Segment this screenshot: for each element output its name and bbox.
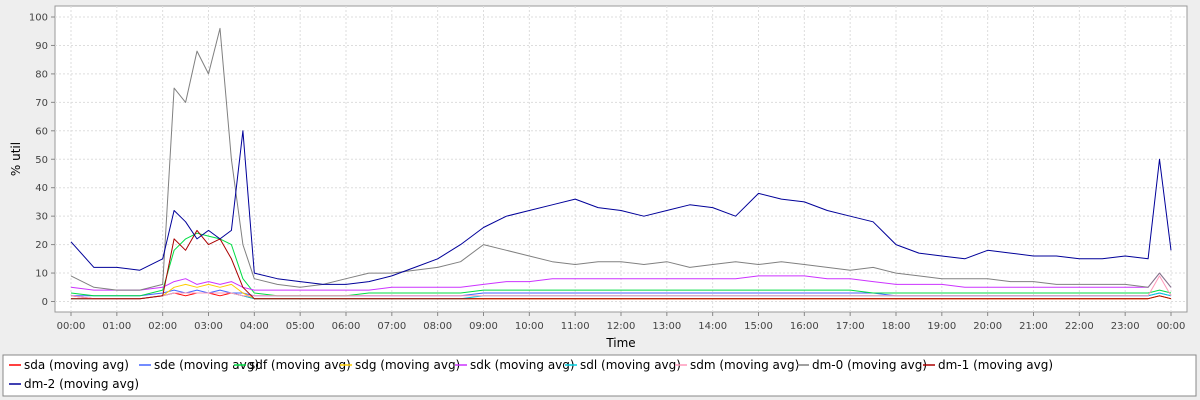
- legend-label: dm-2 (moving avg): [24, 377, 139, 391]
- x-tick-label: 21:00: [1019, 321, 1048, 332]
- legend-label: dm-0 (moving avg): [812, 358, 927, 372]
- series-line-8: [71, 229, 1172, 300]
- x-tick-label: 20:00: [973, 321, 1002, 332]
- x-tick-label: 04:00: [240, 321, 269, 332]
- x-tick-label: 03:00: [194, 321, 223, 332]
- series-line-6: [70, 275, 1172, 300]
- legend-item: sdm (moving avg): [675, 358, 799, 372]
- legend-item: sde (moving avg): [139, 358, 259, 372]
- y-tick-label: 10: [35, 269, 48, 280]
- legend-item: sdk (moving avg): [455, 358, 575, 372]
- legend-label: dm-1 (moving avg): [938, 358, 1053, 372]
- y-tick-label: 0: [42, 297, 48, 308]
- x-tick-label: 10:00: [515, 321, 544, 332]
- legend-label: sdf (moving avg): [249, 358, 351, 372]
- legend-box: [2, 354, 1197, 397]
- legend-label: sdk (moving avg): [470, 358, 575, 372]
- x-tick-label: 11:00: [561, 321, 590, 332]
- y-tick-label: 80: [35, 69, 48, 80]
- x-tick-label: 00:00: [1157, 321, 1186, 332]
- series-line-4: [70, 272, 1172, 291]
- grid-layer: [55, 6, 1187, 312]
- y-tick-label: 70: [35, 98, 48, 109]
- series-line-2: [70, 232, 1172, 297]
- x-tick-label: 00:00: [57, 321, 86, 332]
- x-tick-label: 13:00: [652, 321, 681, 332]
- y-tick-label: 20: [35, 240, 48, 251]
- x-tick-label: 15:00: [744, 321, 773, 332]
- legend-label: sde (moving avg): [154, 358, 259, 372]
- legend: sda (moving avg) sde (moving avg)sdf (mov…: [9, 358, 1053, 391]
- x-tick-label: 18:00: [882, 321, 911, 332]
- legend-label: sdg (moving avg): [355, 358, 460, 372]
- x-tick-label: 08:00: [423, 321, 452, 332]
- x-axis-title: Time: [605, 336, 635, 350]
- x-tick-label: 17:00: [836, 321, 865, 332]
- x-tick-label: 16:00: [790, 321, 819, 332]
- y-axis-title: % util: [9, 142, 23, 176]
- y-tick-label: 50: [35, 155, 48, 166]
- y-tick-label: 90: [35, 41, 48, 52]
- x-tick-label: 07:00: [377, 321, 406, 332]
- legend-item: sdf (moving avg): [234, 358, 351, 372]
- legend-item: sda (moving avg): [9, 358, 129, 372]
- x-tick-label: 14:00: [698, 321, 727, 332]
- legend-label: sda (moving avg): [24, 358, 129, 372]
- y-tick-label: 100: [29, 13, 48, 24]
- x-tick-label: 01:00: [102, 321, 131, 332]
- x-tick-label: 12:00: [607, 321, 636, 332]
- x-tick-label: 23:00: [1111, 321, 1140, 332]
- x-tick-label: 19:00: [927, 321, 956, 332]
- x-tick-label: 22:00: [1065, 321, 1094, 332]
- x-tick-label: 06:00: [332, 321, 361, 332]
- legend-label: sdm (moving avg): [690, 358, 799, 372]
- legend-item: dm-1 (moving avg): [923, 358, 1053, 372]
- legend-label: sdl (moving avg): [580, 358, 681, 372]
- y-tick-label: 60: [35, 126, 48, 137]
- legend-item: sdl (moving avg): [565, 358, 681, 372]
- y-tick-label: 40: [35, 183, 48, 194]
- y-tick-label: 30: [35, 212, 48, 223]
- axis-layer: 0 10 20 30 40 50 60 70 80 90 100 00:00 01:00 02:00 03:…: [29, 13, 1186, 333]
- x-tick-label: 09:00: [469, 321, 498, 332]
- x-tick-label: 05:00: [286, 321, 315, 332]
- series-line-9: [70, 130, 1172, 285]
- legend-item: dm-2 (moving avg): [9, 377, 139, 391]
- legend-item: dm-0 (moving avg): [797, 358, 927, 372]
- series-layer: [70, 27, 1172, 300]
- legend-item: sdg (moving avg): [340, 358, 460, 372]
- x-tick-label: 02:00: [148, 321, 177, 332]
- series-line-7: [70, 27, 1172, 291]
